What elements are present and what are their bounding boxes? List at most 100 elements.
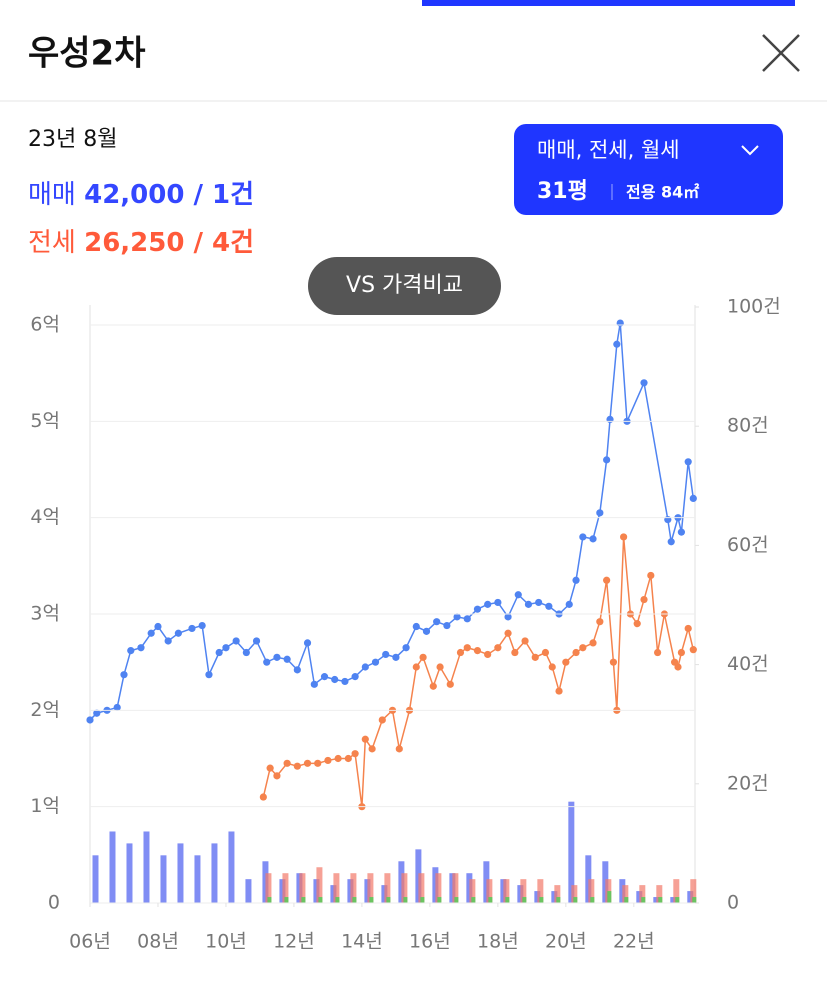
volume-bar — [126, 843, 133, 903]
price-point — [351, 750, 359, 758]
price-point — [259, 793, 267, 801]
x-tick-label: 20년 — [545, 931, 587, 953]
price-point — [603, 456, 611, 464]
volume-bar — [658, 897, 663, 903]
price-point — [545, 602, 553, 610]
y-tick-label: 2억 — [30, 699, 60, 721]
price-point — [596, 509, 604, 517]
price-point — [453, 613, 461, 621]
price-point — [320, 673, 329, 681]
price-point — [419, 653, 427, 661]
price-point — [504, 613, 512, 621]
price-point — [351, 673, 359, 681]
price-point — [436, 663, 444, 671]
volume-bar — [622, 885, 629, 903]
price-point — [402, 644, 410, 652]
volume-bar — [267, 897, 272, 903]
volume-bar — [452, 873, 459, 903]
price-point — [579, 533, 587, 541]
volume-bar — [316, 867, 323, 903]
price-point — [504, 629, 512, 637]
x-tick-label: 08년 — [137, 931, 179, 953]
volume-bar — [403, 897, 408, 903]
price-point — [677, 528, 686, 536]
price-point — [263, 658, 271, 666]
filter-size: 31평 — [537, 179, 588, 204]
volume-bar — [556, 897, 561, 903]
close-button[interactable] — [762, 34, 800, 72]
sale-summary: 매매 42,000 / 1건 — [28, 180, 254, 210]
price-point — [484, 600, 492, 608]
volume-bar — [384, 873, 391, 903]
jeonse-label: 전세 — [28, 228, 76, 258]
price-point — [86, 716, 94, 724]
x-tick-label: 06년 — [69, 931, 111, 953]
volume-bar — [520, 879, 527, 903]
price-point — [640, 595, 648, 604]
price-point — [689, 494, 697, 502]
price-point — [154, 622, 162, 631]
price-point — [524, 600, 533, 608]
price-point — [273, 772, 281, 780]
price-point — [521, 637, 529, 645]
sale-value: 42,000 / 1건 — [84, 180, 254, 210]
volume-bar — [503, 879, 510, 903]
price-point — [555, 687, 563, 695]
price-point — [446, 680, 454, 688]
volume-bar — [350, 873, 357, 903]
y2-tick-label: 100건 — [727, 296, 781, 318]
x-tick-label: 22년 — [613, 931, 655, 953]
price-point — [667, 538, 675, 546]
price-point — [205, 671, 213, 679]
price-point — [303, 759, 312, 767]
volume-bar — [109, 831, 116, 903]
volume-bar — [401, 873, 408, 903]
price-point — [684, 458, 692, 466]
volume-bar — [299, 873, 306, 903]
volume-bar — [420, 897, 425, 903]
price-point — [633, 620, 641, 628]
price-point — [473, 605, 482, 613]
price-point — [164, 637, 172, 645]
date: 23년 8월 — [28, 127, 117, 152]
y-tick-label: 5억 — [30, 410, 60, 432]
price-point — [283, 759, 291, 767]
filter-types: 매매, 전세, 월세 — [537, 138, 680, 162]
price-point — [654, 648, 662, 657]
price-line — [89, 322, 695, 721]
price-point — [606, 415, 614, 424]
volume-bar — [369, 897, 374, 903]
price-point — [664, 515, 672, 524]
x-tick-label: 12년 — [273, 931, 315, 953]
price-point — [689, 646, 697, 654]
price-point — [640, 379, 648, 387]
price-point — [344, 754, 352, 763]
compare-button[interactable]: VS 가격비교 — [308, 257, 501, 315]
volume-bar — [282, 873, 289, 903]
price-point — [314, 759, 322, 767]
price-point — [382, 650, 390, 659]
volume-bar — [92, 855, 99, 903]
price-point — [198, 621, 206, 630]
price-point — [293, 666, 301, 674]
price-point — [572, 576, 580, 584]
price-point — [331, 675, 339, 684]
price-line — [262, 536, 695, 807]
price-point — [677, 648, 686, 657]
close-icon — [762, 34, 800, 72]
filter-button[interactable]: 매매, 전세, 월세 31평 전용 84㎡ — [514, 124, 783, 215]
price-point — [147, 629, 155, 637]
volume-bar — [454, 897, 459, 903]
price-point — [392, 653, 400, 661]
jeonse-value: 26,250 / 4건 — [84, 228, 254, 258]
price-point — [541, 648, 550, 657]
volume-bar — [675, 897, 680, 903]
price-point — [565, 600, 573, 608]
volume-bar — [265, 873, 272, 903]
price-point — [293, 762, 301, 770]
price-point — [609, 658, 618, 666]
price-point — [174, 629, 182, 637]
price-point — [283, 655, 291, 663]
price-point — [603, 576, 611, 584]
